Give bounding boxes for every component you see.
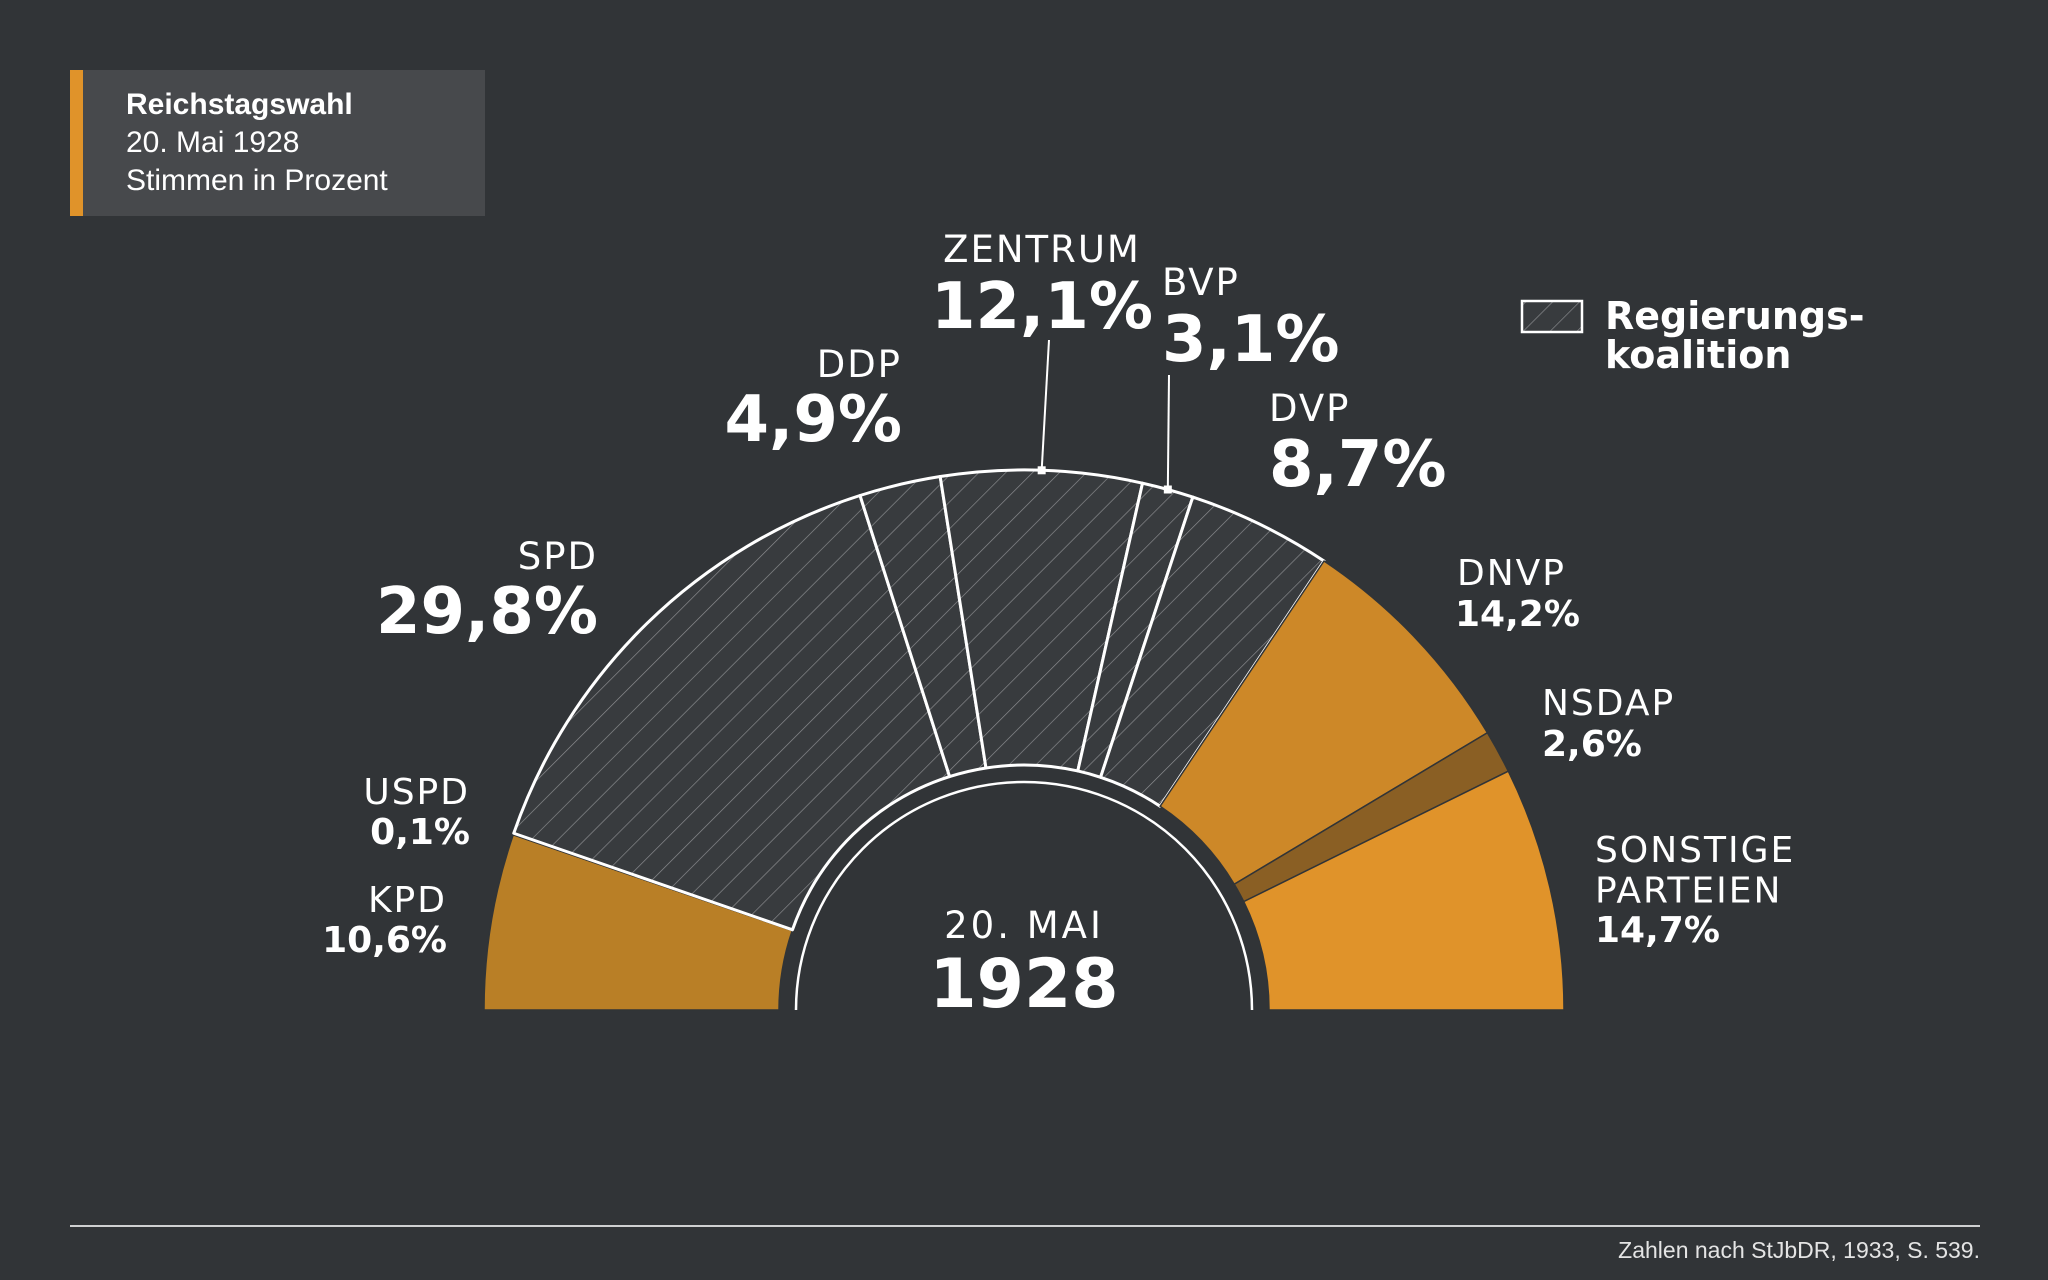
title-line-3: Stimmen in Prozent [126, 164, 388, 197]
leader-lines [1037, 339, 1172, 494]
label-name-bvp: BVP [1162, 261, 1240, 304]
title-accent-bar [70, 70, 83, 216]
label-name-dvp: DVP [1269, 387, 1350, 430]
chart-title: Reichstagswahl 20. Mai 1928 Stimmen in P… [126, 86, 388, 200]
label-value-nsdap: 2,6% [1542, 724, 1642, 765]
label-name-nsdap: NSDAP [1542, 683, 1675, 724]
label-value-uspd: 0,1% [370, 812, 470, 853]
legend-swatch-icon [1520, 299, 1584, 334]
label-name-spd: SPD [518, 535, 598, 578]
label-value-dnvp: 14,2% [1455, 594, 1580, 635]
label-value-kpd: 10,6% [322, 920, 447, 961]
slice-spd [512, 494, 952, 932]
label-value-zentrum: 12,1% [931, 270, 1153, 344]
inner-ring [794, 780, 1254, 1011]
label-value-ddp: 4,9% [725, 383, 903, 457]
legend: Regierungs- koalition [1520, 294, 1864, 377]
label-name-kpd: KPD [368, 880, 447, 921]
legend-label-line-1: Regierungs- [1605, 294, 1864, 338]
source-note: Zahlen nach StJbDR, 1933, S. 539. [1618, 1237, 1980, 1263]
center-year: 1928 [929, 945, 1118, 1024]
leader-line-zentrum [1040, 339, 1050, 471]
label-name-zentrum: ZENTRUM [943, 228, 1141, 271]
label-value-spd: 29,8% [376, 575, 598, 649]
label-name-uspd: USPD [363, 772, 470, 813]
label-value-dvp: 8,7% [1269, 428, 1447, 502]
label-value-bvp: 3,1% [1162, 303, 1340, 377]
leader-line-bvp [1166, 374, 1170, 490]
title-line-2: 20. Mai 1928 [126, 126, 300, 159]
label-name-dnvp: DNVP [1457, 553, 1566, 594]
label-name-ddp: DDP [817, 343, 902, 386]
title-line-1: Reichstagswahl [126, 88, 353, 121]
label-name-sonstige-parteien: SONSTIGE PARTEIEN [1595, 830, 1795, 911]
slices-layer [483, 468, 1565, 1011]
chart-title-box: Reichstagswahl 20. Mai 1928 Stimmen in P… [70, 70, 485, 216]
center-date: 20. MAI [944, 904, 1104, 947]
label-value-sonstige-parteien: 14,7% [1595, 910, 1720, 951]
footer-divider [70, 1225, 1980, 1227]
leader-dot-bvp [1163, 485, 1172, 494]
leader-dot-zentrum [1037, 466, 1046, 475]
legend-label-line-2: koalition [1605, 333, 1791, 377]
slice-sonstige-parteien [1242, 770, 1565, 1011]
